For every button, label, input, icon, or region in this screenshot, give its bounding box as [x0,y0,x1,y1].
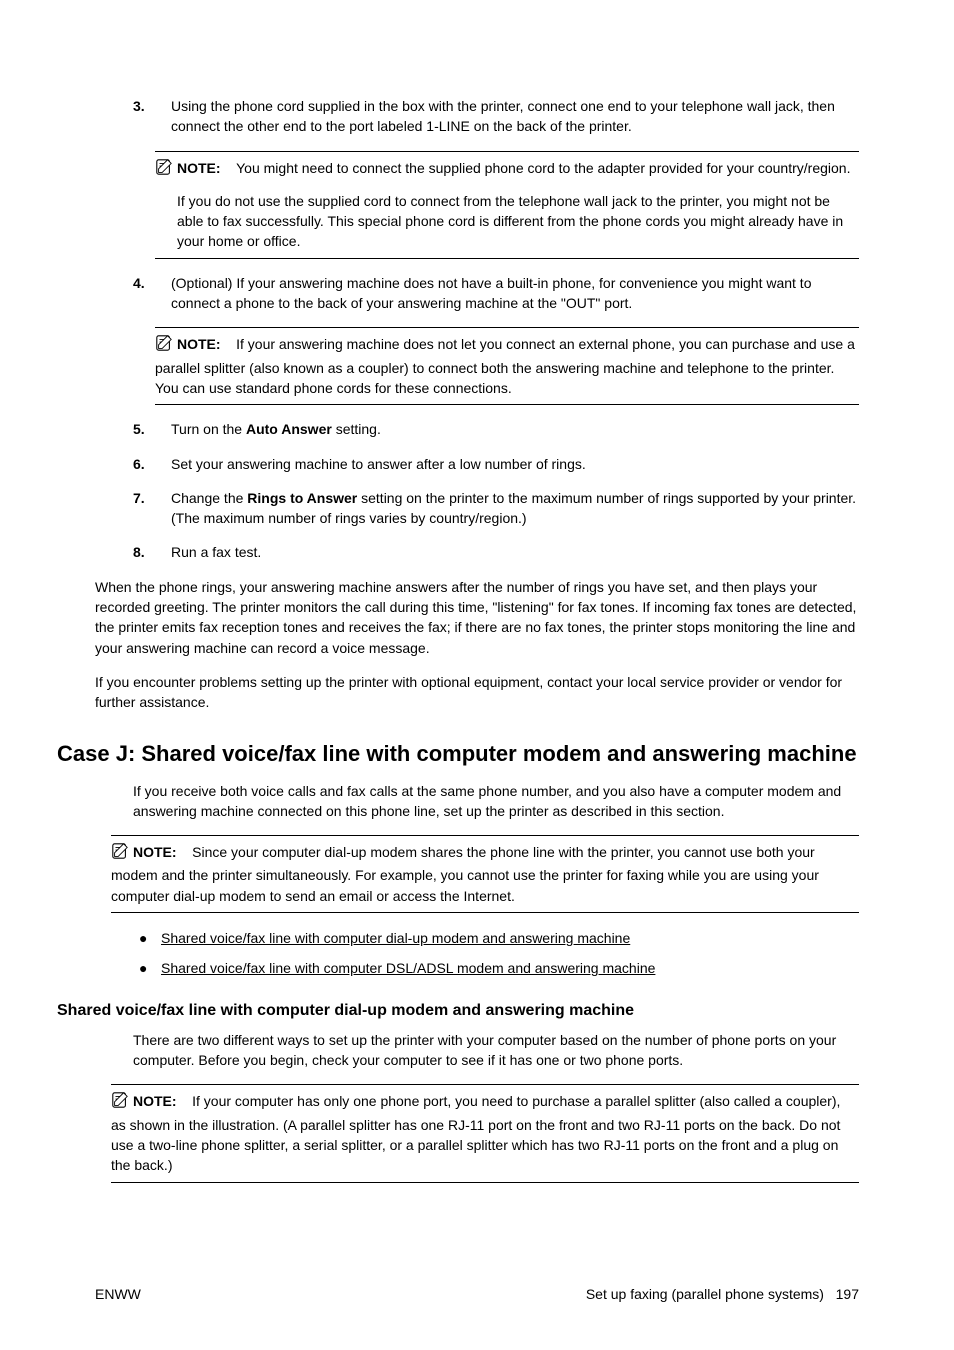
list-text: Change the Rings to Answer setting on th… [171,488,859,529]
bullet-item: ● Shared voice/fax line with computer di… [139,927,859,949]
note-icon [111,842,129,865]
list-number: 7. [133,488,171,529]
note-block: NOTE: You might need to connect the supp… [155,151,859,259]
footer-right: Set up faxing (parallel phone systems) 1… [586,1286,859,1302]
note-block: NOTE: If your computer has only one phon… [111,1084,859,1182]
list-text: Turn on the Auto Answer setting. [171,419,859,439]
list-item-4: 4. (Optional) If your answering machine … [133,273,859,314]
note-icon [155,334,173,357]
note-text: If your answering machine does not let y… [155,336,855,396]
list-item-3: 3. Using the phone cord supplied in the … [133,96,859,137]
paragraph: If you encounter problems setting up the… [95,672,859,713]
note-text: If your computer has only one phone port… [111,1093,840,1173]
bullet-link[interactable]: Shared voice/fax line with computer dial… [161,927,630,949]
bullet-list: ● Shared voice/fax line with computer di… [139,927,859,980]
footer-left: ENWW [95,1286,141,1302]
bullet-dot: ● [139,927,161,949]
list-text: (Optional) If your answering machine doe… [171,273,859,314]
note-label: NOTE: [133,1093,177,1109]
note-icon [111,1091,129,1114]
list-number: 4. [133,273,171,314]
note-text-1: You might need to connect the supplied p… [224,160,850,176]
page-footer: ENWW Set up faxing (parallel phone syste… [95,1286,859,1302]
note-label: NOTE: [177,336,221,352]
sub-intro: There are two different ways to set up t… [133,1030,859,1071]
heading-case-j: Case J: Shared voice/fax line with compu… [57,741,859,767]
page: 3. Using the phone cord supplied in the … [0,0,954,1350]
note-text: Since your computer dial-up modem shares… [111,844,819,904]
ordered-list-block: 3. Using the phone cord supplied in the … [133,96,859,713]
list-text: Run a fax test. [171,542,859,562]
list-text: Using the phone cord supplied in the box… [171,96,859,137]
note-paragraph-2: If you do not use the supplied cord to c… [177,191,859,252]
list-item-8: 8. Run a fax test. [133,542,859,562]
note-icon [155,158,173,181]
note-paragraph-1: NOTE: You might need to connect the supp… [155,158,859,181]
paragraph: When the phone rings, your answering mac… [95,577,859,658]
note-block: NOTE: If your answering machine does not… [155,327,859,405]
case-j-body: If you receive both voice calls and fax … [133,781,859,980]
list-item-7: 7. Change the Rings to Answer setting on… [133,488,859,529]
list-number: 8. [133,542,171,562]
note-label: NOTE: [133,844,177,860]
list-number: 3. [133,96,171,137]
bullet-link[interactable]: Shared voice/fax line with computer DSL/… [161,957,655,979]
sub-body: There are two different ways to set up t… [133,1030,859,1183]
list-number: 6. [133,454,171,474]
list-item-5: 5. Turn on the Auto Answer setting. [133,419,859,439]
note-block: NOTE: Since your computer dial-up modem … [111,835,859,913]
note-label: NOTE: [177,160,221,176]
bullet-dot: ● [139,957,161,979]
list-text: Set your answering machine to answer aft… [171,454,859,474]
bullet-item: ● Shared voice/fax line with computer DS… [139,957,859,979]
case-j-intro: If you receive both voice calls and fax … [133,781,859,822]
list-item-6: 6. Set your answering machine to answer … [133,454,859,474]
list-number: 5. [133,419,171,439]
sub-heading: Shared voice/fax line with computer dial… [57,1002,859,1020]
